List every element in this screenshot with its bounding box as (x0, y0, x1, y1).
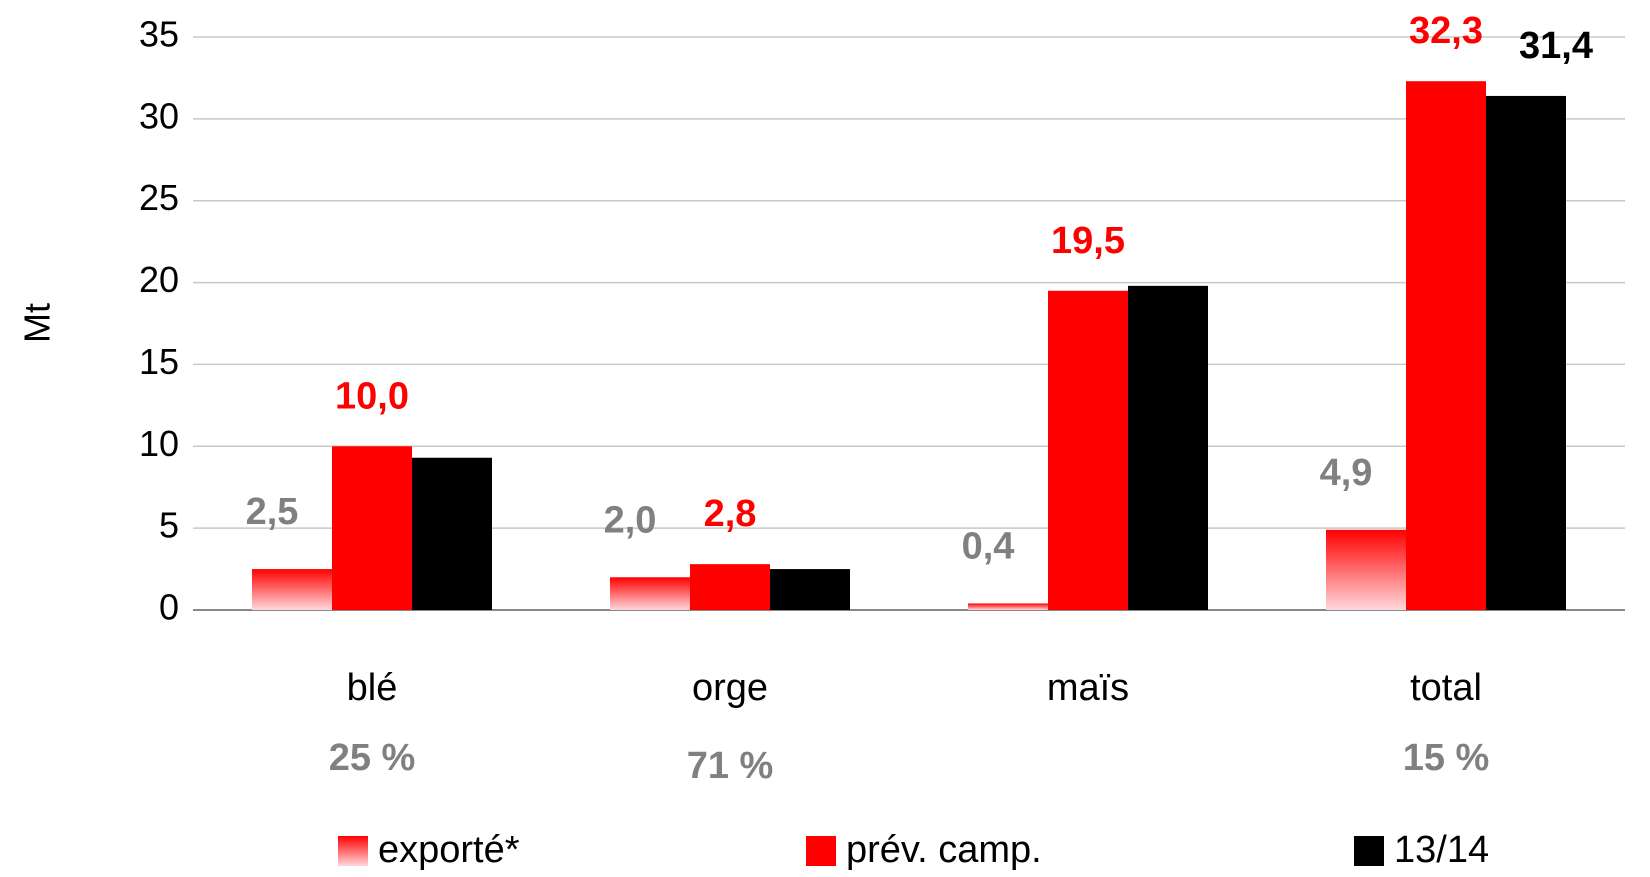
category-note: 71 % (687, 745, 774, 787)
y-tick-label: 15 (139, 341, 179, 382)
bar (1048, 290, 1128, 610)
y-tick-label: 20 (139, 259, 179, 300)
bar (1486, 95, 1566, 611)
value-label: 19,5 (1051, 220, 1125, 262)
bar (690, 564, 770, 610)
bar (252, 569, 332, 610)
y-tick-label: 30 (139, 95, 179, 136)
legend-label: 13/14 (1394, 829, 1489, 871)
value-label: 4,9 (1320, 452, 1373, 494)
bar (412, 457, 492, 610)
x-tick-label: maïs (1047, 667, 1129, 709)
bar (1326, 529, 1406, 610)
y-tick-label: 0 (159, 587, 179, 628)
legend-swatch (806, 836, 836, 866)
x-tick-label: orge (692, 667, 768, 709)
legend-label: exporté* (378, 829, 520, 871)
bar (1406, 81, 1486, 610)
legend-swatch (338, 836, 368, 866)
value-label: 2,5 (246, 491, 299, 533)
x-tick-label: total (1410, 667, 1482, 709)
category-note: 25 % (329, 737, 416, 779)
bar (770, 569, 850, 610)
y-tick-label: 35 (139, 14, 179, 55)
value-label: 2,8 (704, 493, 757, 535)
category-note: 15 % (1403, 737, 1490, 779)
bar (610, 577, 690, 610)
value-label: 32,3 (1409, 10, 1483, 52)
legend-label: prév. camp. (846, 829, 1042, 871)
bar (968, 603, 1048, 610)
y-tick-label: 10 (139, 423, 179, 464)
value-label: 10,0 (335, 375, 409, 417)
value-label: 2,0 (604, 499, 657, 541)
y-tick-label: 25 (139, 177, 179, 218)
value-label: 31,4 (1519, 25, 1593, 67)
value-label: 0,4 (962, 525, 1015, 567)
bar (1128, 285, 1208, 610)
y-axis-label: Mt (17, 303, 58, 343)
x-tick-label: blé (347, 667, 398, 709)
y-tick-label: 5 (159, 505, 179, 546)
bar (332, 446, 412, 610)
legend-swatch (1354, 836, 1384, 866)
